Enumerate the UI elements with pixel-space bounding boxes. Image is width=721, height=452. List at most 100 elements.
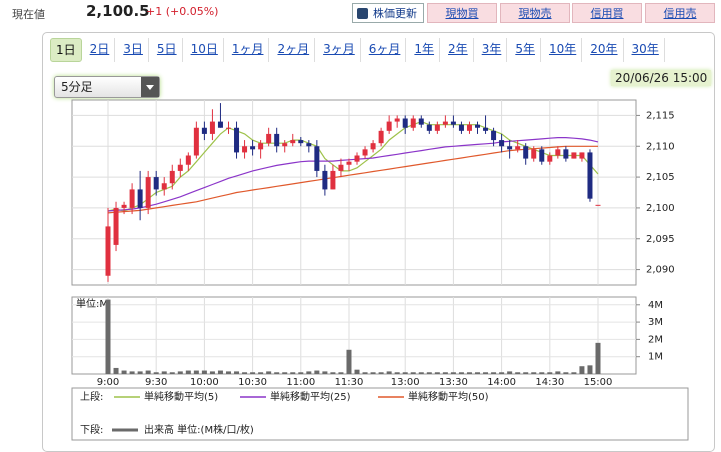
candle-body	[129, 189, 135, 208]
period-tab[interactable]: 30年	[627, 38, 665, 62]
period-tab[interactable]: 6ヶ月	[364, 38, 407, 62]
y-tick-label: 2,105	[646, 172, 675, 183]
candle-body	[547, 155, 553, 162]
volume-bar	[322, 371, 328, 374]
action-button[interactable]: 信用買	[572, 3, 642, 23]
candle-body	[177, 164, 183, 171]
candle-body	[458, 124, 464, 131]
candle-body	[491, 130, 497, 141]
candle-body	[418, 118, 424, 125]
candle-body	[137, 189, 143, 208]
candle-body	[298, 140, 304, 144]
legend-group-label: 下段:	[80, 423, 103, 436]
candle-body	[193, 127, 199, 156]
legend-label: 出来高 単位:(M株/口/枚)	[144, 423, 254, 436]
period-tab[interactable]: 2年	[443, 38, 474, 62]
volume-bar	[153, 372, 159, 374]
candle-body	[242, 146, 248, 153]
volume-bar	[491, 372, 497, 374]
candle-body	[225, 127, 231, 129]
candle-body	[531, 149, 537, 159]
interval-select[interactable]: 5分足	[54, 76, 160, 98]
volume-bar	[242, 372, 248, 374]
volume-bar	[201, 370, 207, 374]
volume-unit-label: 単位:M	[76, 297, 108, 310]
legend-label: 単純移動平均(50)	[408, 390, 489, 403]
action-button[interactable]: 現物買	[427, 3, 497, 23]
candle-body	[354, 155, 360, 162]
x-tick-label: 14:30	[535, 377, 564, 388]
candle-body	[370, 143, 376, 150]
period-tab[interactable]: 20年	[585, 38, 624, 62]
period-tab[interactable]: 1ヶ月	[227, 38, 270, 62]
volume-bar	[523, 372, 529, 374]
candle-body	[169, 170, 175, 184]
candle-body	[346, 161, 352, 165]
volume-bar	[426, 372, 432, 374]
volume-bar	[217, 370, 223, 374]
candle-body	[386, 121, 392, 131]
period-tab[interactable]: 3日	[118, 38, 149, 62]
volume-bar	[234, 371, 240, 374]
period-tab[interactable]: 3ヶ月	[318, 38, 361, 62]
candle-body	[515, 146, 521, 150]
volume-bar	[386, 371, 392, 374]
legend-label: 単純移動平均(25)	[270, 390, 351, 403]
moving-average-line	[107, 120, 599, 212]
volume-bar	[298, 372, 304, 374]
period-tab[interactable]: 5年	[510, 38, 541, 62]
period-tab[interactable]: 5日	[152, 38, 183, 62]
x-tick-label: 10:30	[238, 377, 267, 388]
volume-bar	[209, 371, 215, 374]
period-tab[interactable]: 10年	[544, 38, 583, 62]
action-button[interactable]: 信用売	[645, 3, 715, 23]
action-button[interactable]: 株価更新	[352, 3, 424, 23]
period-tab[interactable]: 2ヶ月	[272, 38, 316, 62]
volume-bar	[483, 372, 489, 374]
x-tick-label: 9:30	[145, 377, 167, 388]
timestamp: 20/06/26 15:00	[611, 70, 712, 86]
volume-bar	[595, 342, 601, 374]
candle-body	[523, 146, 529, 159]
volume-bar	[466, 372, 472, 374]
candle-body	[410, 118, 416, 128]
volume-bar	[378, 372, 384, 374]
volume-bar	[555, 371, 561, 374]
candle-body	[539, 149, 545, 162]
volume-bar	[394, 372, 400, 374]
y-tick-label: 2,115	[646, 110, 675, 121]
action-button[interactable]: 現物売	[500, 3, 570, 23]
header: 現在値 2,100.5 +1 (+0.05%) 株価更新 現物買 現物売 信用買 信用売	[0, 0, 721, 28]
volume-bar	[225, 371, 231, 374]
candle-body	[402, 118, 408, 128]
period-tab[interactable]: 2日	[85, 38, 116, 62]
y-tick-label: 2,090	[646, 265, 675, 276]
candle-body	[113, 207, 119, 245]
candle-body	[330, 170, 336, 190]
candle-body	[209, 121, 215, 134]
volume-bar	[450, 372, 456, 374]
volume-bar	[290, 372, 296, 374]
volume-bar	[402, 372, 408, 374]
candle-body	[563, 149, 569, 159]
y-tick-label: 2,110	[646, 141, 675, 152]
volume-bar	[169, 372, 175, 374]
candle-body	[579, 152, 585, 159]
x-tick-label: 15:00	[584, 377, 613, 388]
period-tab[interactable]: 3年	[477, 38, 508, 62]
volume-bar	[338, 372, 344, 374]
volume-plot-area	[71, 296, 637, 375]
volume-y-tick-label: 4M	[648, 300, 663, 311]
period-tab[interactable]: 10日	[186, 38, 224, 62]
x-tick-label: 10:00	[190, 377, 219, 388]
volume-bar	[282, 372, 288, 374]
period-tab[interactable]: 1日	[50, 38, 82, 62]
candle-body	[378, 130, 384, 144]
candle-body	[426, 124, 432, 131]
candle-body	[434, 124, 440, 131]
volume-bar	[587, 365, 593, 374]
candle-body	[306, 143, 312, 147]
candle-body	[450, 121, 456, 125]
period-tab[interactable]: 1年	[409, 38, 441, 62]
